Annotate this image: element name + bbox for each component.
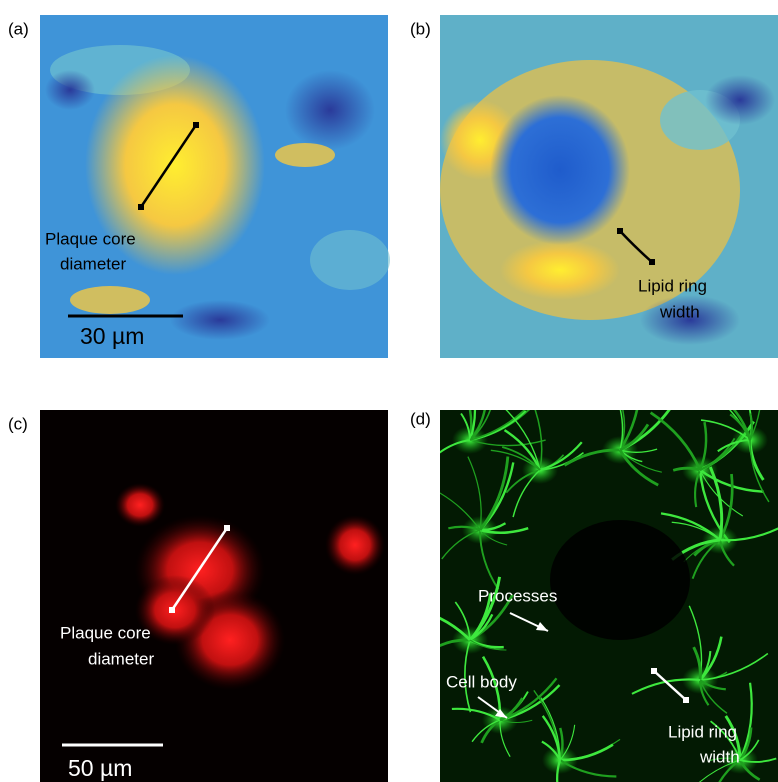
fiber: [469, 410, 526, 441]
fiber: [440, 638, 471, 647]
fiber: [534, 410, 543, 471]
fiber: [464, 639, 472, 713]
fiber: [618, 449, 659, 487]
fiber: [441, 529, 481, 560]
fiber: [619, 423, 650, 452]
fiber: [499, 697, 524, 722]
fiber: [479, 529, 500, 590]
panel-label: (d): [410, 409, 431, 428]
fiber: [718, 473, 734, 541]
fiber: [479, 526, 529, 534]
fiber: [699, 652, 769, 681]
fiber: [694, 469, 701, 508]
fiber: [471, 719, 501, 743]
fiber: [739, 727, 753, 761]
fiber: [738, 759, 761, 781]
annotation: diameter: [60, 254, 126, 273]
annotation: Cell body: [446, 672, 517, 691]
fiber: [541, 715, 562, 761]
fiber: [440, 438, 471, 454]
fiber: [619, 410, 624, 451]
panel-d: (d) Processes Cell body Lipid ring width: [410, 409, 778, 782]
fiber: [559, 759, 617, 778]
fiber: [749, 410, 761, 441]
fiber: [448, 525, 481, 532]
fiber: [563, 448, 621, 467]
fiber: [738, 682, 753, 761]
fiber: [710, 720, 741, 761]
panel-label: (b): [410, 19, 431, 38]
fiber: [719, 527, 778, 542]
fiber: [700, 419, 751, 441]
fiber: [468, 593, 492, 641]
fiber: [505, 469, 541, 494]
fiber: [717, 438, 751, 453]
fiber: [698, 421, 708, 471]
annotation: Processes: [478, 586, 557, 605]
fiber: [440, 492, 481, 531]
panel-a: (a) Plaque core diameter 30 µm: [8, 15, 390, 358]
fiber: [698, 759, 741, 782]
fiber: [619, 448, 658, 453]
fiber: [739, 739, 760, 761]
fiber: [699, 679, 728, 714]
annotation: width: [699, 747, 740, 766]
annotation: Lipid ring: [668, 722, 737, 741]
fiber: [451, 707, 501, 721]
fiber: [512, 469, 541, 518]
fiber: [503, 429, 542, 471]
fiber: [618, 410, 639, 451]
fiber: [699, 636, 723, 681]
fiber: [691, 539, 721, 580]
fiber: [469, 639, 507, 651]
fiber: [479, 529, 508, 546]
fiber: [505, 410, 541, 471]
annotation: Plaque core: [60, 623, 151, 642]
fiber: [468, 410, 477, 441]
fiber: [440, 616, 471, 641]
fiber: [469, 439, 546, 447]
fibers: [440, 410, 778, 782]
fiber: [699, 469, 764, 493]
fiber: [718, 759, 741, 782]
fiber: [559, 743, 614, 762]
fiber: [478, 456, 510, 531]
fiber: [467, 456, 482, 531]
panel-label: (a): [8, 19, 29, 38]
fiber: [460, 412, 471, 441]
fiber: [699, 469, 744, 517]
fiber: [718, 539, 735, 567]
fiber: [469, 410, 492, 441]
fiber: [739, 757, 777, 763]
fiber: [539, 452, 584, 471]
fiber: [672, 466, 701, 472]
fiber: [499, 719, 511, 758]
fiber: [501, 446, 541, 471]
fiber: [649, 411, 702, 471]
fiber: [559, 724, 576, 761]
annotation: Plaque core: [45, 229, 136, 248]
fiber: [556, 759, 562, 782]
annotation: Lipid ring: [638, 276, 707, 295]
fiber: [454, 601, 471, 641]
fiber: [708, 757, 741, 762]
fiber: [749, 439, 770, 503]
fiber: [499, 719, 533, 724]
panel-label: (c): [8, 414, 28, 433]
fiber: [732, 410, 752, 441]
fiber: [724, 715, 742, 761]
fiber: [699, 679, 726, 691]
annotation: width: [659, 302, 700, 321]
panel-b: (b) Lipid ring width: [410, 15, 778, 358]
fiber: [708, 466, 724, 541]
scale-bar-label: 30 µm: [80, 323, 144, 349]
panel-c: (c) Plaque core diameter 50 µm: [8, 410, 388, 782]
annotation: diameter: [88, 649, 154, 668]
fiber: [692, 646, 702, 681]
scale-bar-label: 50 µm: [68, 755, 132, 781]
fiber: [539, 441, 583, 472]
fiber: [660, 512, 721, 541]
